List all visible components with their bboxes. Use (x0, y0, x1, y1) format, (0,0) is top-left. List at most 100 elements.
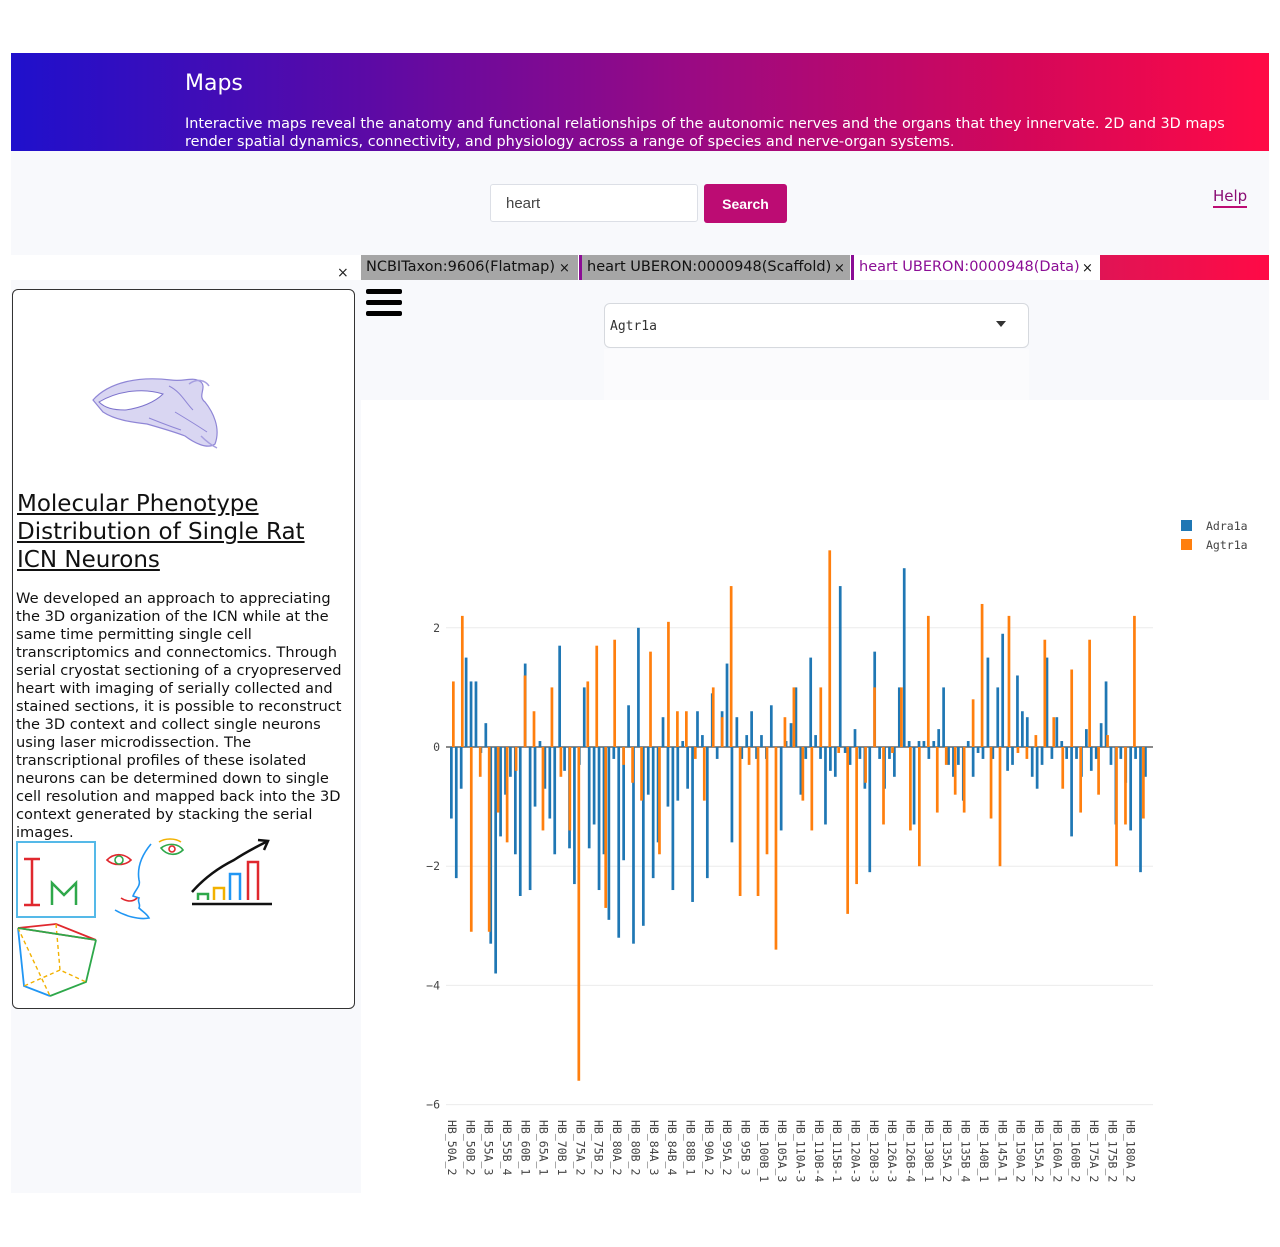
bar-agtr1a (478, 747, 482, 777)
x-tick-label: HB_95B_3 (738, 1120, 752, 1175)
face-viewer-icon[interactable] (103, 838, 185, 922)
bar-chart[interactable]: 2 0 −2 −4 −6 HB_50A_2 HB_50B_2 HB_55A_3 HB_55B_4… (361, 400, 1269, 1193)
x-tick-label: HB_126A-3 (885, 1120, 899, 1182)
x-tick-label: HB_110A-3 (794, 1120, 808, 1182)
y-tick-label: −2 (426, 859, 440, 873)
bar-agtr1a (1052, 717, 1056, 747)
tab-data-close-icon[interactable]: × (1082, 261, 1093, 276)
bar-agtr1a (532, 711, 536, 747)
bar-adra1a (681, 741, 685, 747)
help-link[interactable]: Help (1213, 187, 1248, 208)
bar-adra1a (1060, 741, 1064, 747)
x-tick-label: HB_126B-4 (904, 1120, 918, 1182)
bar-adra1a (691, 747, 694, 902)
tab-flatmap-label: NCBITaxon:9606(Flatmap) (366, 259, 555, 275)
bar-adra1a (755, 747, 758, 759)
bar-adra1a (804, 747, 808, 759)
legend-swatch (1181, 539, 1192, 550)
tab-data[interactable]: heart UBERON:0000948(Data) × (851, 255, 1100, 280)
tab-flatmap[interactable]: NCBITaxon:9606(Flatmap) × (361, 255, 578, 280)
x-tick-label: HB_175B_2 (1105, 1120, 1119, 1182)
tab-scaffold[interactable]: heart UBERON:0000948(Scaffold) × (579, 255, 850, 280)
bar-agtr1a (577, 747, 581, 1081)
bar-adra1a (966, 741, 970, 747)
bar-agtr1a (891, 747, 894, 753)
bar-adra1a (1144, 747, 1147, 777)
bar-adra1a (794, 687, 798, 747)
bar-adra1a (661, 717, 665, 747)
bar-adra1a (602, 747, 606, 855)
x-tick-label: HB_115B-1 (830, 1120, 844, 1182)
tab-flatmap-close-icon[interactable]: × (559, 261, 570, 276)
bar-adra1a (824, 747, 827, 825)
scaffold-viewer-icon[interactable] (16, 922, 98, 1000)
bar-agtr1a (909, 747, 912, 831)
chevron-down-icon (996, 321, 1006, 327)
bar-agtr1a (631, 747, 634, 783)
bar-agtr1a (1070, 669, 1074, 747)
bar-adra1a (597, 747, 601, 891)
bar-agtr1a (738, 747, 742, 896)
x-tick-label: HB_65A_1 (537, 1120, 551, 1175)
bar-agtr1a (595, 645, 599, 747)
x-tick-label: HB_150A_2 (1014, 1120, 1028, 1182)
dataset-thumbnail[interactable] (89, 372, 223, 454)
x-tick-label: HB_160A_2 (1050, 1120, 1064, 1182)
gene-select-dropdown[interactable]: Agtr1a (604, 303, 1029, 348)
tab-data-label: heart UBERON:0000948(Data) (859, 259, 1080, 275)
bar-adra1a (937, 729, 941, 747)
x-tick-label: HB_90A_2 (702, 1120, 716, 1175)
bar-adra1a (484, 723, 488, 747)
bar-adra1a (996, 687, 1000, 747)
bar-adra1a (499, 747, 502, 837)
bar-adra1a (573, 747, 576, 885)
bar-agtr1a (676, 711, 679, 747)
bar-agtr1a (685, 711, 688, 747)
plot-viewer-icon[interactable] (188, 836, 278, 910)
search-input[interactable] (490, 184, 698, 222)
menu-hamburger-icon[interactable] (366, 289, 402, 317)
bar-adra1a (553, 747, 557, 855)
bar-adra1a (494, 747, 498, 974)
bar-adra1a (469, 681, 473, 747)
bar-adra1a (888, 747, 891, 759)
bar-adra1a (947, 747, 950, 765)
bar-adra1a (696, 711, 699, 747)
x-tick-label: HB_130B_1 (922, 1120, 936, 1182)
x-tick-label: HB_70B_1 (555, 1120, 569, 1175)
bar-adra1a (474, 681, 478, 747)
bar-agtr1a (765, 747, 769, 855)
bar-agtr1a (828, 550, 832, 747)
legend-label: Agtr1a (1206, 538, 1248, 552)
dataset-title[interactable]: Molecular Phenotype Distribution of Sing… (17, 491, 305, 573)
bar-adra1a (809, 657, 813, 747)
bar-agtr1a (550, 687, 554, 747)
bar-adra1a (853, 729, 857, 747)
x-tick-label: HB_75A_2 (573, 1120, 587, 1175)
bar-agtr1a (640, 747, 643, 801)
image-viewer-icon[interactable] (16, 841, 96, 918)
x-tick-label: HB_55A_3 (482, 1120, 496, 1175)
bar-agtr1a (855, 747, 858, 885)
x-tick-label: HB_120B-3 (867, 1120, 881, 1182)
bar-agtr1a (918, 747, 921, 867)
bar-adra1a (819, 747, 822, 759)
page-title: Maps (185, 71, 243, 96)
side-panel-close-icon[interactable]: × (337, 265, 349, 281)
bar-adra1a (612, 747, 616, 759)
bar-agtr1a (1079, 747, 1083, 813)
x-tick-label: HB_55B_4 (500, 1120, 514, 1175)
tab-scaffold-close-icon[interactable]: × (834, 261, 845, 276)
bar-agtr1a (1061, 747, 1065, 789)
bar-adra1a (1104, 681, 1108, 747)
bar-agtr1a (1043, 639, 1047, 747)
bar-adra1a (814, 735, 817, 747)
bar-adra1a (1001, 633, 1005, 747)
x-tick-label: HB_88B_1 (683, 1120, 697, 1175)
search-button[interactable]: Search (704, 184, 787, 223)
bar-agtr1a (882, 747, 885, 825)
bar-agtr1a (1097, 747, 1100, 795)
bar-chart-panel: 2 0 −2 −4 −6 HB_50A_2 HB_50B_2 HB_55A_3 HB_55B_4… (361, 400, 1269, 1193)
bar-adra1a (533, 747, 537, 807)
bar-adra1a (489, 747, 493, 944)
